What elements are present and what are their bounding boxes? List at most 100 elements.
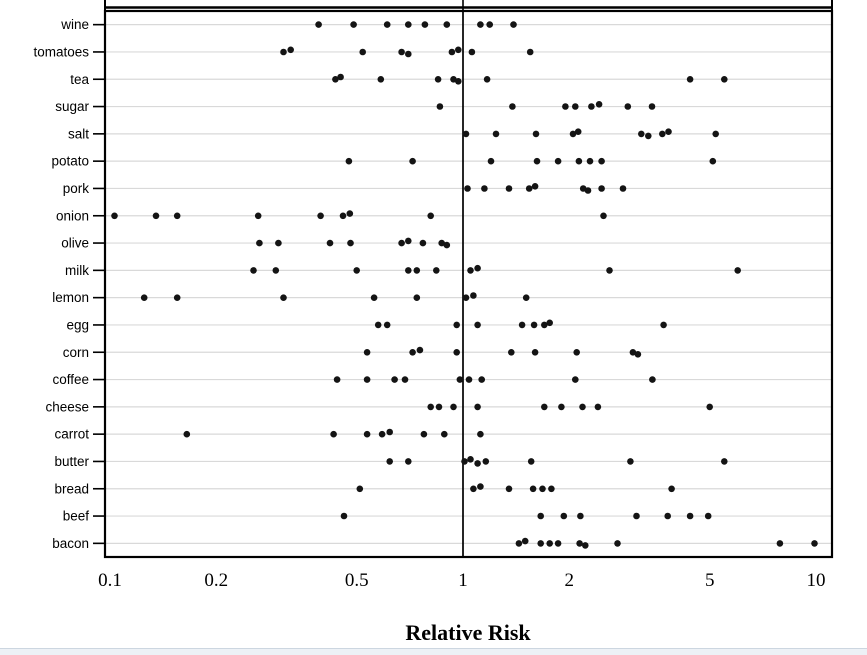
data-point <box>450 403 457 411</box>
data-point <box>569 130 577 138</box>
data-point <box>250 267 257 274</box>
data-point <box>582 542 589 549</box>
data-point <box>413 294 421 302</box>
data-point <box>572 376 579 383</box>
data-point <box>337 73 344 81</box>
y-axis-label: coffee <box>52 372 89 387</box>
data-point <box>573 349 580 356</box>
y-axis-label: onion <box>56 208 89 223</box>
x-axis-title: Relative Risk <box>405 620 531 645</box>
data-point <box>811 540 818 547</box>
data-point <box>356 485 364 493</box>
data-point <box>562 103 569 110</box>
data-point <box>776 540 784 547</box>
data-point <box>704 512 712 520</box>
data-point <box>686 512 694 520</box>
y-axis-label: salt <box>68 126 89 141</box>
data-point <box>350 21 357 28</box>
data-point <box>339 212 347 220</box>
data-point <box>576 540 583 547</box>
data-point <box>474 403 481 411</box>
y-axis-label: bread <box>54 481 89 496</box>
data-point <box>627 458 634 465</box>
data-point <box>332 76 339 83</box>
data-point <box>478 376 486 383</box>
data-point <box>521 537 529 545</box>
data-point <box>505 485 513 493</box>
data-point <box>533 157 541 165</box>
data-point <box>374 321 382 329</box>
data-point <box>434 76 442 83</box>
data-point <box>530 321 538 329</box>
x-axis-tick-label: 10 <box>807 570 826 591</box>
data-point <box>346 210 354 217</box>
data-point <box>256 239 263 247</box>
data-point <box>398 48 405 56</box>
data-point <box>413 267 421 274</box>
data-point <box>405 237 412 245</box>
data-point <box>453 349 461 356</box>
data-point <box>659 130 666 138</box>
y-axis-label: olive <box>61 236 89 251</box>
data-point <box>537 512 544 520</box>
data-point <box>173 212 181 220</box>
data-point <box>665 128 672 135</box>
x-axis-tick-label: 5 <box>705 570 715 591</box>
data-point <box>586 157 594 165</box>
data-point <box>467 267 474 274</box>
data-point <box>383 21 391 28</box>
data-point <box>443 21 451 28</box>
data-point <box>579 403 586 411</box>
window-edge-strip <box>0 649 867 655</box>
data-point <box>531 349 539 356</box>
data-point <box>522 294 530 302</box>
data-point <box>629 349 637 356</box>
data-point <box>474 321 481 329</box>
data-point <box>401 376 409 383</box>
data-point <box>483 76 491 83</box>
data-point <box>721 458 728 465</box>
data-point <box>598 185 605 192</box>
data-point <box>254 212 262 220</box>
data-point <box>510 21 517 28</box>
data-point <box>280 48 287 56</box>
data-point <box>391 376 398 383</box>
data-point <box>606 267 613 274</box>
data-point <box>539 485 546 493</box>
data-point <box>660 321 667 329</box>
data-point <box>465 376 473 383</box>
data-point <box>541 321 548 329</box>
y-axis-label: beef <box>63 509 90 524</box>
data-point <box>532 130 540 138</box>
data-point <box>734 267 741 274</box>
data-point <box>409 157 416 165</box>
data-point <box>554 540 562 547</box>
data-point <box>546 540 553 547</box>
y-axis-label: carrot <box>54 427 89 442</box>
data-point <box>409 349 416 356</box>
data-point <box>173 294 181 302</box>
data-point <box>477 483 484 490</box>
y-axis-label: egg <box>66 317 89 332</box>
data-point <box>541 403 548 411</box>
y-axis-label: sugar <box>55 99 89 114</box>
data-point <box>111 212 118 220</box>
plot-frame <box>103 9 834 559</box>
data-point <box>470 485 477 493</box>
y-axis-label: bacon <box>52 536 89 551</box>
y-axis-label: cheese <box>45 399 89 414</box>
y-axis-label: pork <box>63 181 90 196</box>
data-point <box>468 48 476 56</box>
y-axis-label: potato <box>51 154 89 169</box>
data-point <box>721 76 728 83</box>
data-point <box>624 103 632 110</box>
data-point <box>317 212 324 220</box>
data-point <box>333 376 341 383</box>
data-point <box>183 430 191 438</box>
data-point <box>359 48 367 56</box>
y-axis-label: lemon <box>52 290 89 305</box>
data-point <box>594 403 602 411</box>
data-point <box>560 512 568 520</box>
